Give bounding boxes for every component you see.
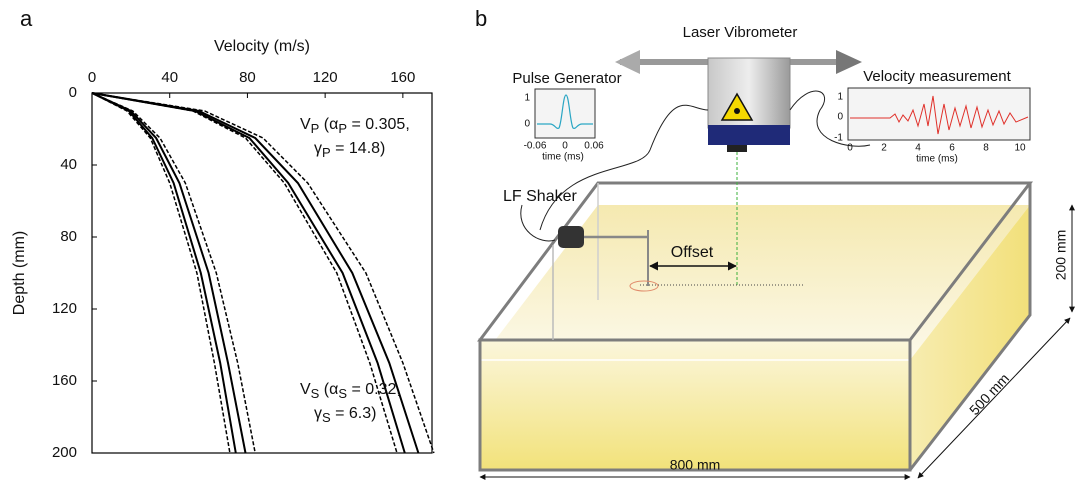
annotation-part: P — [311, 121, 320, 136]
annotation-part: S — [338, 386, 347, 401]
annotation-part: (α — [319, 116, 338, 133]
velocity-curve — [92, 93, 246, 453]
x-axis-title: Velocity (m/s) — [214, 38, 310, 55]
inset-axis-label: time (ms) — [916, 154, 958, 165]
inset-tick: 2 — [881, 143, 887, 154]
annotation: γP = 14.8) — [314, 140, 385, 160]
inset-tick: -0.06 — [524, 141, 547, 152]
inset-tick: 6 — [949, 143, 955, 154]
y-tick-label: 40 — [60, 156, 77, 173]
inset-tick: 4 — [915, 143, 921, 154]
annotation-part: S — [322, 410, 331, 425]
velocity-title: Velocity measurement — [863, 68, 1011, 85]
vibrometer-base — [708, 125, 790, 145]
annotation-part: = 14.8) — [331, 140, 386, 157]
x-tick-label: 80 — [239, 69, 256, 86]
velocity-curve — [92, 93, 236, 453]
y-tick-label: 120 — [52, 300, 77, 317]
annotation: VP (αP = 0.305, — [300, 116, 410, 136]
annotation: VS (αS = 0.32, — [300, 381, 401, 401]
panel-label: b — [475, 6, 487, 31]
inset-tick: 0 — [847, 143, 853, 154]
y-tick-label: 200 — [52, 444, 77, 461]
y-tick-label: 160 — [52, 372, 77, 389]
inset-axis-label: time (ms) — [542, 152, 584, 163]
shaker — [558, 226, 584, 248]
velocity-inset — [848, 88, 1030, 140]
x-tick-label: 40 — [161, 69, 178, 86]
shaker-label: LF Shaker — [503, 188, 577, 205]
inset-tick: 10 — [1014, 143, 1026, 154]
inset-tick: 0 — [562, 141, 568, 152]
annotation-part: V — [300, 381, 311, 398]
annotation-part: P — [338, 121, 347, 136]
inset-tick: 0 — [837, 112, 843, 123]
annotation-part: P — [322, 145, 331, 160]
width-label: 800 mm — [670, 457, 721, 473]
inset-tick: 0.06 — [584, 141, 604, 152]
diagram: 800 mm 500 mm 200 mm Laser Vibrometer LF… — [480, 24, 1072, 478]
height-label: 200 mm — [1053, 230, 1069, 281]
laser-label: Laser Vibrometer — [683, 24, 798, 41]
panel-label: a — [20, 6, 33, 31]
inset-tick: 0 — [524, 119, 530, 130]
inset-tick: 1 — [524, 93, 530, 104]
y-axis-title: Depth (mm) — [11, 231, 28, 315]
x-tick-label: 0 — [88, 69, 96, 86]
y-tick-label: 80 — [60, 228, 77, 245]
annotation-part: V — [300, 116, 311, 133]
x-tick-label: 160 — [390, 69, 415, 86]
annotation-part: S — [311, 386, 320, 401]
pulse-title: Pulse Generator — [512, 70, 621, 87]
inset-tick: 8 — [983, 143, 989, 154]
inset-tick: -1 — [834, 133, 843, 144]
chart: Velocity (m/s) Depth (mm) 0 40 80 120 160 0 40… — [11, 38, 434, 461]
offset-label: Offset — [671, 244, 714, 261]
annotation-part: = 0.32, — [347, 381, 401, 398]
velocity-curve — [92, 93, 255, 453]
x-tick-label: 120 — [313, 69, 338, 86]
annotation-part: = 6.3) — [331, 405, 377, 422]
annotation-part: = 0.305, — [347, 116, 410, 133]
annotation-part: γ — [314, 140, 322, 157]
y-tick-label: 0 — [69, 84, 77, 101]
figure: a b Velocity (m/s) Depth (mm) 0408012016… — [0, 0, 1077, 485]
annotation-part: (α — [319, 381, 338, 398]
annotation-part: γ — [314, 405, 322, 422]
annotation: γS = 6.3) — [314, 405, 376, 425]
inset-tick: 1 — [837, 92, 843, 103]
